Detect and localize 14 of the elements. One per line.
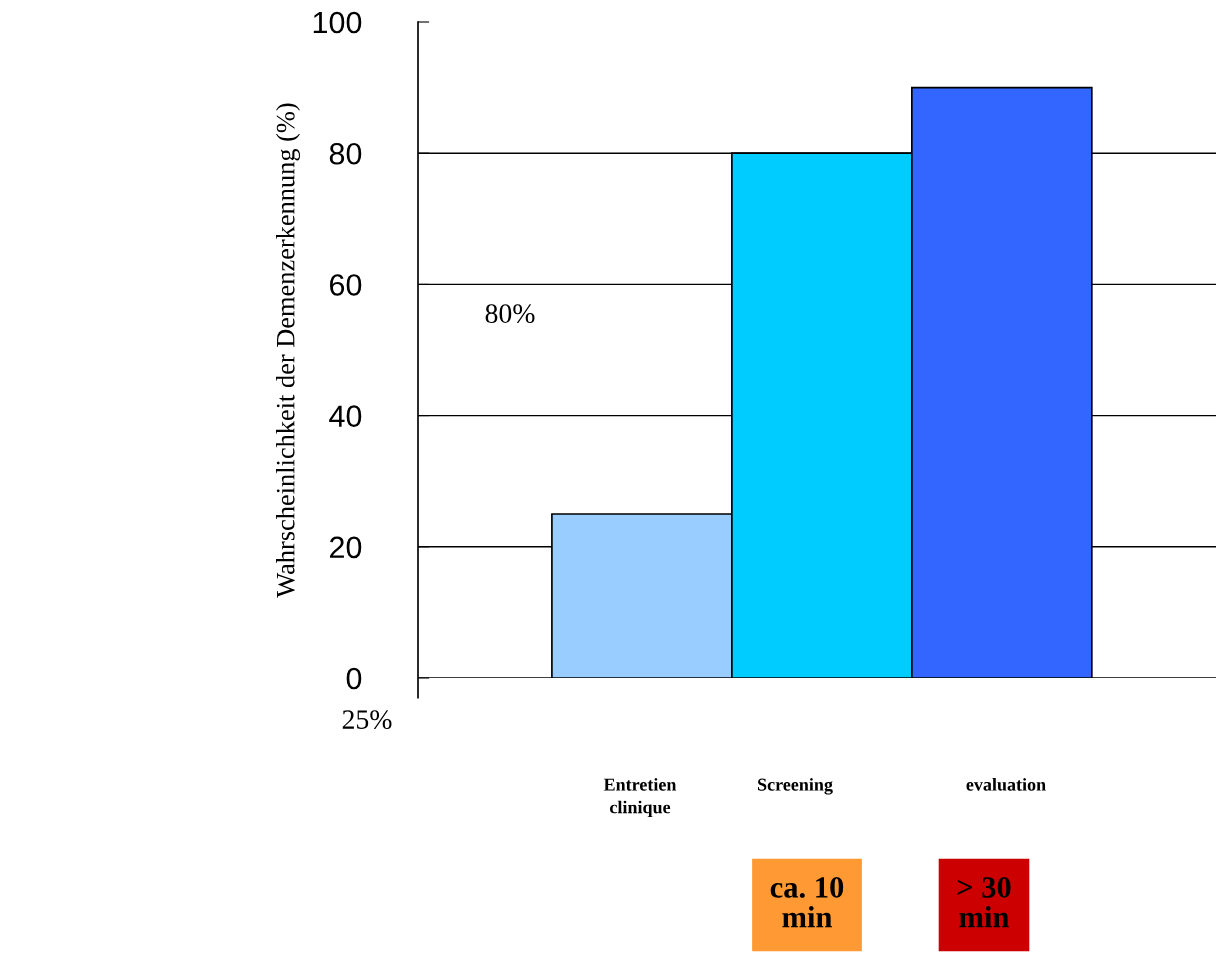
x-tick-label: Screening — [758, 778, 833, 795]
text: ca. 10 min — [770, 877, 844, 928]
text: 25% — [342, 710, 392, 730]
y-tick-label: 20 — [330, 536, 362, 559]
y-tick-label: 60 — [330, 274, 362, 296]
y-tick-label: 80 — [329, 142, 362, 165]
y-tick-label: 100 — [313, 11, 362, 34]
y-tick-label: 40 — [329, 405, 362, 427]
text: 80% — [485, 304, 535, 324]
y-axis-title: Wahrscheinlichkeit der Demenzerkennung (%) — [275, 103, 300, 598]
x-tick-label: evaluation — [966, 778, 1046, 791]
text: > 30 min — [957, 877, 1011, 928]
y-tick-label: 0 — [346, 667, 362, 690]
x-tick-label: Entretien clinique — [603, 778, 677, 818]
